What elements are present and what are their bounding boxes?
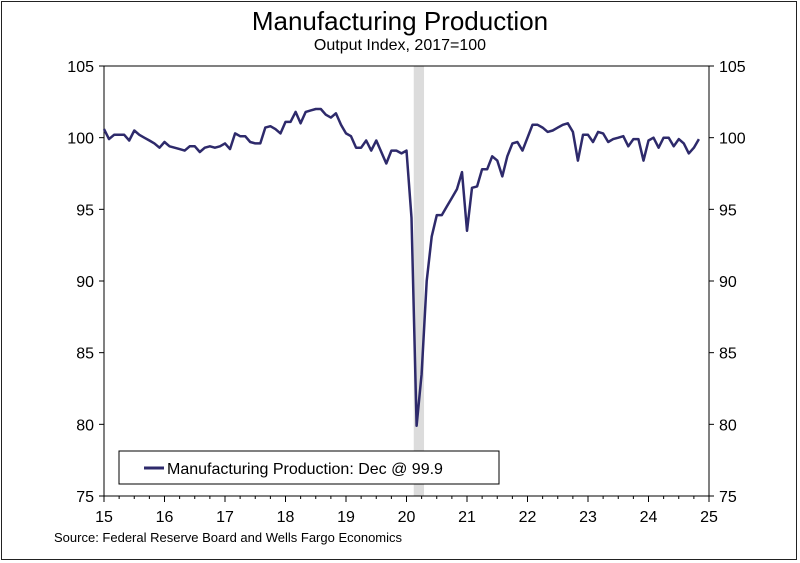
y-tick-label-right: 105: [719, 59, 746, 76]
x-tick-label: 21: [458, 509, 476, 526]
y-tick-label-right: 90: [719, 274, 737, 291]
x-tick-label: 19: [337, 509, 355, 526]
y-tick-label-left: 90: [76, 274, 94, 291]
recession-shading: [413, 66, 425, 496]
y-tick-label-right: 80: [719, 417, 737, 434]
x-tick-label: 15: [95, 509, 113, 526]
chart-title: Manufacturing Production: [251, 6, 549, 36]
x-tick-label: 24: [640, 509, 658, 526]
y-tick-label-left: 80: [76, 417, 94, 434]
chart-subtitle: Output Index, 2017=100: [313, 37, 487, 54]
y-tick-label-left: 105: [67, 59, 94, 76]
x-tick-label: 20: [398, 509, 416, 526]
y-tick-label-left: 100: [67, 131, 94, 148]
y-tick-label-left: 75: [76, 489, 94, 506]
y-tick-label-right: 75: [719, 489, 737, 506]
x-tick-label: 17: [216, 509, 234, 526]
x-tick-label: 23: [579, 509, 597, 526]
legend-box: [118, 450, 500, 485]
y-tick-label-left: 85: [76, 346, 94, 363]
y-tick-label-right: 100: [719, 131, 746, 148]
y-tick-label-right: 95: [719, 202, 737, 219]
y-tick-label-left: 95: [76, 202, 94, 219]
x-tick-label: 25: [700, 509, 718, 526]
series-line-manufacturing-production: [102, 107, 700, 428]
x-tick-label: 16: [156, 509, 174, 526]
x-tick-label: 22: [519, 509, 537, 526]
source-note: Source: Federal Reserve Board and Wells …: [54, 530, 403, 545]
x-tick-label: 18: [277, 509, 295, 526]
y-tick-label-right: 85: [719, 346, 737, 363]
plot-area: [103, 65, 710, 497]
legend-label: Manufacturing Production: Dec @ 99.9: [167, 461, 443, 478]
